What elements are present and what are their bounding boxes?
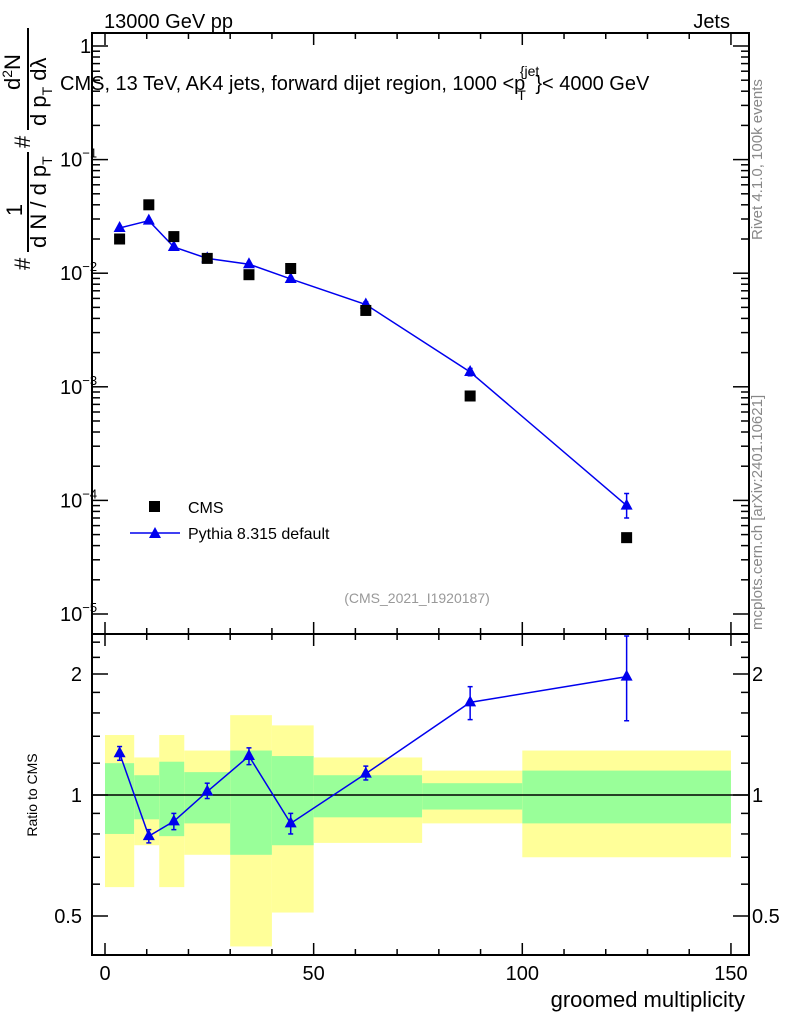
- x-tick-label: 100: [506, 963, 539, 985]
- band-inner: [422, 783, 523, 810]
- main-frame: [91, 32, 750, 635]
- ratio-y-axis-label: Ratio to CMS: [24, 753, 40, 836]
- plot-title: CMS, 13 TeV, AK4 jets, forward dijet reg…: [60, 63, 650, 103]
- legend-cms-label: CMS: [188, 500, 224, 517]
- ratio-point: [284, 816, 297, 828]
- svg-text:d2N: d2N: [0, 54, 25, 90]
- band-inner: [230, 750, 272, 855]
- band-inner: [134, 775, 160, 820]
- svg-text:d pT dλ: d pT dλ: [26, 57, 55, 126]
- pythia-point: [167, 240, 180, 252]
- header-process: 13000 GeV pp: [104, 11, 233, 33]
- y-tick-label: 1: [80, 36, 91, 58]
- svg-text:#: #: [10, 135, 35, 148]
- band-inner: [313, 775, 423, 818]
- legend-pythia-label: Pythia 8.315 default: [188, 526, 330, 543]
- ratio-point: [359, 766, 372, 778]
- pythia-point: [284, 271, 297, 283]
- data-marks: [113, 199, 633, 844]
- x-axis-label: groomed multiplicity: [551, 987, 745, 1012]
- svg-text:d N / d pT: d N / d pT: [26, 156, 55, 248]
- ratio-bands: [105, 715, 731, 947]
- band-inner: [522, 770, 731, 824]
- ratio-point: [201, 784, 214, 796]
- band-inner: [271, 756, 314, 846]
- mcplots-label: mcplots.cern.ch [arXiv:2401.10621]: [749, 395, 766, 630]
- cms-point: [143, 199, 155, 211]
- header-category: Jets: [693, 11, 730, 33]
- ratio-y-tick-label: 2: [71, 664, 82, 686]
- cms-point: [621, 532, 633, 544]
- pythia-point: [142, 213, 155, 225]
- cms-point: [285, 262, 297, 274]
- cms-point: [114, 233, 126, 245]
- ratio-y-tick-label: 0.5: [54, 906, 82, 928]
- x-tick-label: 150: [714, 963, 747, 985]
- ratio-y-tick-label-right: 1: [752, 785, 763, 807]
- cms-point: [201, 252, 213, 264]
- pythia-point: [620, 498, 633, 510]
- cms-point: [360, 304, 372, 316]
- y-axis-label: # 1 d N / d pT # d2N d pT dλ: [0, 28, 55, 270]
- ratio-point: [620, 669, 633, 681]
- band-inner: [105, 763, 135, 834]
- x-tick-label: 50: [303, 963, 325, 985]
- y-tick-label: 10−5: [60, 600, 97, 626]
- cms-point: [168, 231, 180, 243]
- ratio-point: [113, 746, 126, 758]
- ratio-point: [142, 829, 155, 841]
- pythia-point: [464, 364, 477, 376]
- svg-text:#: #: [10, 257, 35, 270]
- pythia-point: [113, 220, 126, 232]
- ratio-point: [464, 695, 477, 707]
- legend-pythia-marker: [149, 527, 161, 538]
- pythia-line: [119, 219, 628, 507]
- ratio-point: [242, 749, 255, 761]
- rivet-version-label: Rivet 4.1.0, 100k events: [749, 79, 766, 240]
- legend-cms-marker: [149, 501, 160, 512]
- pythia-point: [242, 257, 255, 269]
- x-tick-label: 0: [99, 963, 110, 985]
- ratio-y-tick-label-right: 2: [752, 664, 763, 686]
- cms-point: [464, 390, 476, 402]
- analysis-id: (CMS_2021_I1920187): [344, 590, 490, 606]
- ratio-frame: [91, 633, 750, 956]
- legend: CMS Pythia 8.315 default: [130, 500, 330, 543]
- ratio-y-tick-label: 1: [71, 785, 82, 807]
- cms-point: [243, 269, 255, 281]
- ratio-point: [167, 814, 180, 826]
- ratio-y-tick-label-right: 0.5: [752, 906, 780, 928]
- svg-text:1: 1: [2, 204, 27, 216]
